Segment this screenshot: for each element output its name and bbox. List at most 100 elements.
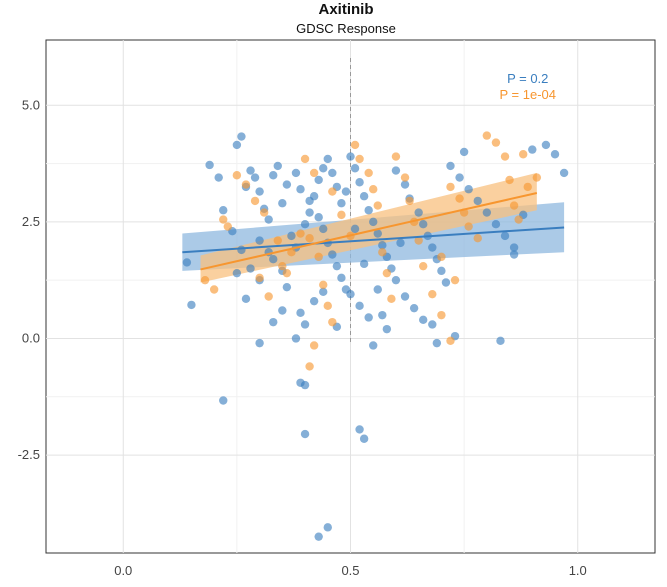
data-point [328, 168, 337, 178]
data-point [382, 268, 392, 278]
data-point [419, 261, 428, 271]
data-point [259, 208, 269, 217]
data-point [491, 138, 501, 147]
data-point [264, 292, 273, 301]
data-point [373, 285, 382, 294]
data-point [300, 429, 310, 439]
data-point [346, 152, 355, 161]
data-point [350, 224, 360, 234]
data-point [287, 231, 296, 241]
data-point [337, 210, 346, 220]
data-point [400, 173, 410, 182]
data-point [250, 173, 260, 182]
data-point [250, 196, 260, 206]
x-tick-label: 0.5 [341, 563, 359, 578]
data-point [337, 273, 346, 283]
confidence-band-2 [200, 172, 537, 283]
data-point [214, 173, 223, 182]
data-point [378, 247, 387, 257]
x-tick-label: 1.0 [569, 563, 587, 578]
data-point [405, 196, 414, 206]
data-point [464, 222, 473, 231]
data-point [446, 336, 455, 346]
data-point [355, 154, 364, 164]
data-point [382, 324, 392, 334]
data-point [450, 275, 460, 285]
data-point [532, 173, 542, 182]
data-point [491, 220, 501, 229]
data-point [409, 303, 419, 313]
data-point [219, 206, 228, 215]
data-point [296, 308, 305, 318]
data-point [323, 523, 332, 532]
data-point [400, 180, 410, 189]
data-point [264, 215, 273, 224]
data-point [446, 182, 455, 192]
data-point [541, 140, 551, 150]
data-point [391, 152, 401, 161]
data-point [364, 206, 373, 215]
data-point [319, 287, 328, 297]
data-point [400, 292, 410, 301]
data-point [391, 275, 401, 285]
data-point [282, 180, 292, 189]
data-point [319, 280, 328, 290]
data-point [550, 150, 560, 159]
data-point [414, 208, 423, 217]
data-point [305, 234, 314, 243]
data-point [359, 259, 369, 269]
data-point [346, 289, 355, 299]
data-point [319, 164, 328, 173]
y-tick-label: 5.0 [22, 97, 40, 112]
data-point [182, 258, 192, 267]
data-point [509, 201, 519, 210]
data-point [314, 252, 323, 262]
data-point [387, 294, 396, 304]
data-point [300, 380, 310, 390]
data-point [509, 250, 519, 259]
data-point [359, 192, 369, 201]
data-point [269, 254, 278, 264]
data-point [441, 278, 451, 287]
data-point [237, 132, 246, 141]
data-point [332, 261, 342, 271]
regression-lines [182, 191, 565, 271]
data-point [455, 194, 464, 203]
data-point [305, 196, 314, 206]
data-point [209, 285, 219, 294]
data-point [514, 215, 523, 224]
y-tick-label: 2.5 [22, 214, 40, 229]
data-point [369, 341, 378, 350]
data-point [373, 201, 382, 210]
data-point [300, 220, 310, 229]
data-point [323, 301, 332, 311]
data-point [473, 196, 482, 206]
data-point [419, 315, 428, 325]
data-point [273, 236, 282, 245]
data-point [246, 264, 255, 273]
data-point [559, 168, 569, 178]
data-point [296, 185, 305, 194]
data-point [237, 245, 246, 255]
data-point [355, 178, 364, 187]
data-point [232, 268, 242, 278]
data-point [187, 300, 196, 310]
chart-title: Axitinib [319, 1, 374, 18]
data-point [269, 317, 278, 327]
regression-line-1 [182, 226, 565, 254]
data-point [378, 310, 387, 320]
data-point [300, 154, 310, 164]
data-point [455, 173, 464, 182]
data-point [232, 171, 242, 180]
data-point [446, 161, 455, 171]
data-point [328, 187, 337, 196]
data-point [291, 168, 301, 178]
data-point [528, 145, 537, 154]
data-point [437, 252, 446, 262]
data-point [428, 289, 437, 299]
data-point [291, 334, 301, 343]
data-point [309, 341, 319, 350]
data-point [282, 282, 292, 292]
x-tick-label: 0.0 [114, 563, 132, 578]
